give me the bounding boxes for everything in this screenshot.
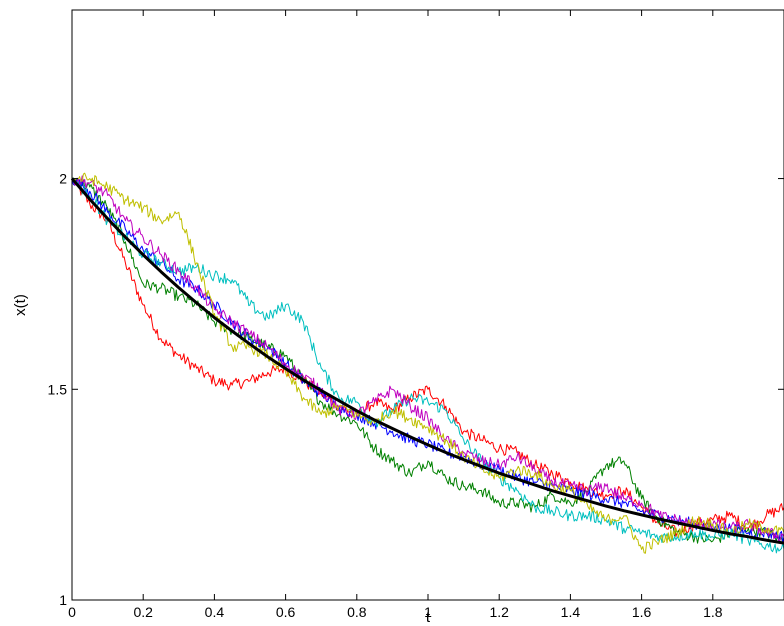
y-axis-label: x(t) bbox=[12, 294, 29, 316]
y-tick-label: 1 bbox=[59, 592, 67, 608]
y-tick-label: 2 bbox=[59, 171, 67, 187]
x-tick-label: 0.2 bbox=[133, 604, 153, 620]
x-tick-label: 1.6 bbox=[632, 604, 652, 620]
x-tick-label: 1.8 bbox=[703, 604, 723, 620]
x-tick-label: 0.6 bbox=[276, 604, 296, 620]
series-line-sample bbox=[71, 177, 784, 544]
x-tick-label: 1.4 bbox=[561, 604, 581, 620]
x-axis-label: t bbox=[426, 609, 431, 626]
x-tick-label: 0.4 bbox=[205, 604, 225, 620]
plot-frame bbox=[71, 9, 784, 601]
x-tick-label: 1.2 bbox=[489, 604, 509, 620]
x-tick-label: 0.8 bbox=[347, 604, 367, 620]
x-tick-label: 0 bbox=[68, 604, 76, 620]
ticks-layer: 0 0.2 0.4 0.6 0.8 1 1.2 1.4 1.6 1.8 1 1.5 2 bbox=[48, 10, 784, 620]
x-tick-label: 1 bbox=[424, 604, 432, 620]
series-line-sample bbox=[71, 177, 784, 543]
y-tick-label: 1.5 bbox=[48, 381, 68, 397]
series-layer bbox=[70, 172, 784, 554]
series-line-sample bbox=[71, 175, 784, 542]
series-line-sample bbox=[71, 178, 784, 554]
series-line-sample bbox=[71, 172, 784, 554]
series-line-sample bbox=[71, 178, 784, 537]
series-line-mean bbox=[70, 177, 784, 545]
